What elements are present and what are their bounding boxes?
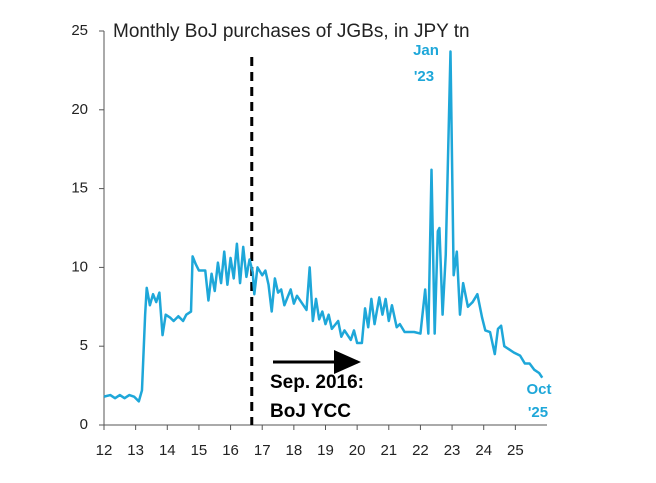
y-tick-label: 25 xyxy=(71,22,88,39)
x-tick-label: 13 xyxy=(127,442,144,459)
y-tick-label: 15 xyxy=(71,180,88,197)
x-tick-label: 14 xyxy=(159,442,176,459)
x-tick-label: 19 xyxy=(317,442,334,459)
chart-title: Monthly BoJ purchases of JGBs, in JPY tn xyxy=(113,21,470,42)
y-tick-label: 5 xyxy=(80,337,88,354)
annotation: '23 xyxy=(414,68,434,85)
x-tick-label: 20 xyxy=(349,442,366,459)
x-tick-label: 17 xyxy=(254,442,271,459)
annotation: '25 xyxy=(528,404,548,421)
x-tick-label: 18 xyxy=(286,442,303,459)
annotation: BoJ YCC xyxy=(270,401,351,422)
x-tick-label: 12 xyxy=(96,442,113,459)
x-tick-label: 16 xyxy=(222,442,239,459)
annotation: Jan xyxy=(413,42,439,59)
x-tick-label: 23 xyxy=(444,442,461,459)
y-tick-label: 0 xyxy=(80,416,88,433)
x-tick-label: 25 xyxy=(507,442,524,459)
annotation: Oct xyxy=(526,381,551,398)
y-tick-label: 20 xyxy=(71,101,88,118)
annotation: Sep. 2016: xyxy=(270,372,364,393)
x-tick-label: 24 xyxy=(475,442,492,459)
x-tick-label: 15 xyxy=(191,442,208,459)
x-tick-label: 21 xyxy=(380,442,397,459)
data-line xyxy=(103,50,544,403)
x-tick-label: 22 xyxy=(412,442,429,459)
y-tick-label: 10 xyxy=(71,258,88,275)
